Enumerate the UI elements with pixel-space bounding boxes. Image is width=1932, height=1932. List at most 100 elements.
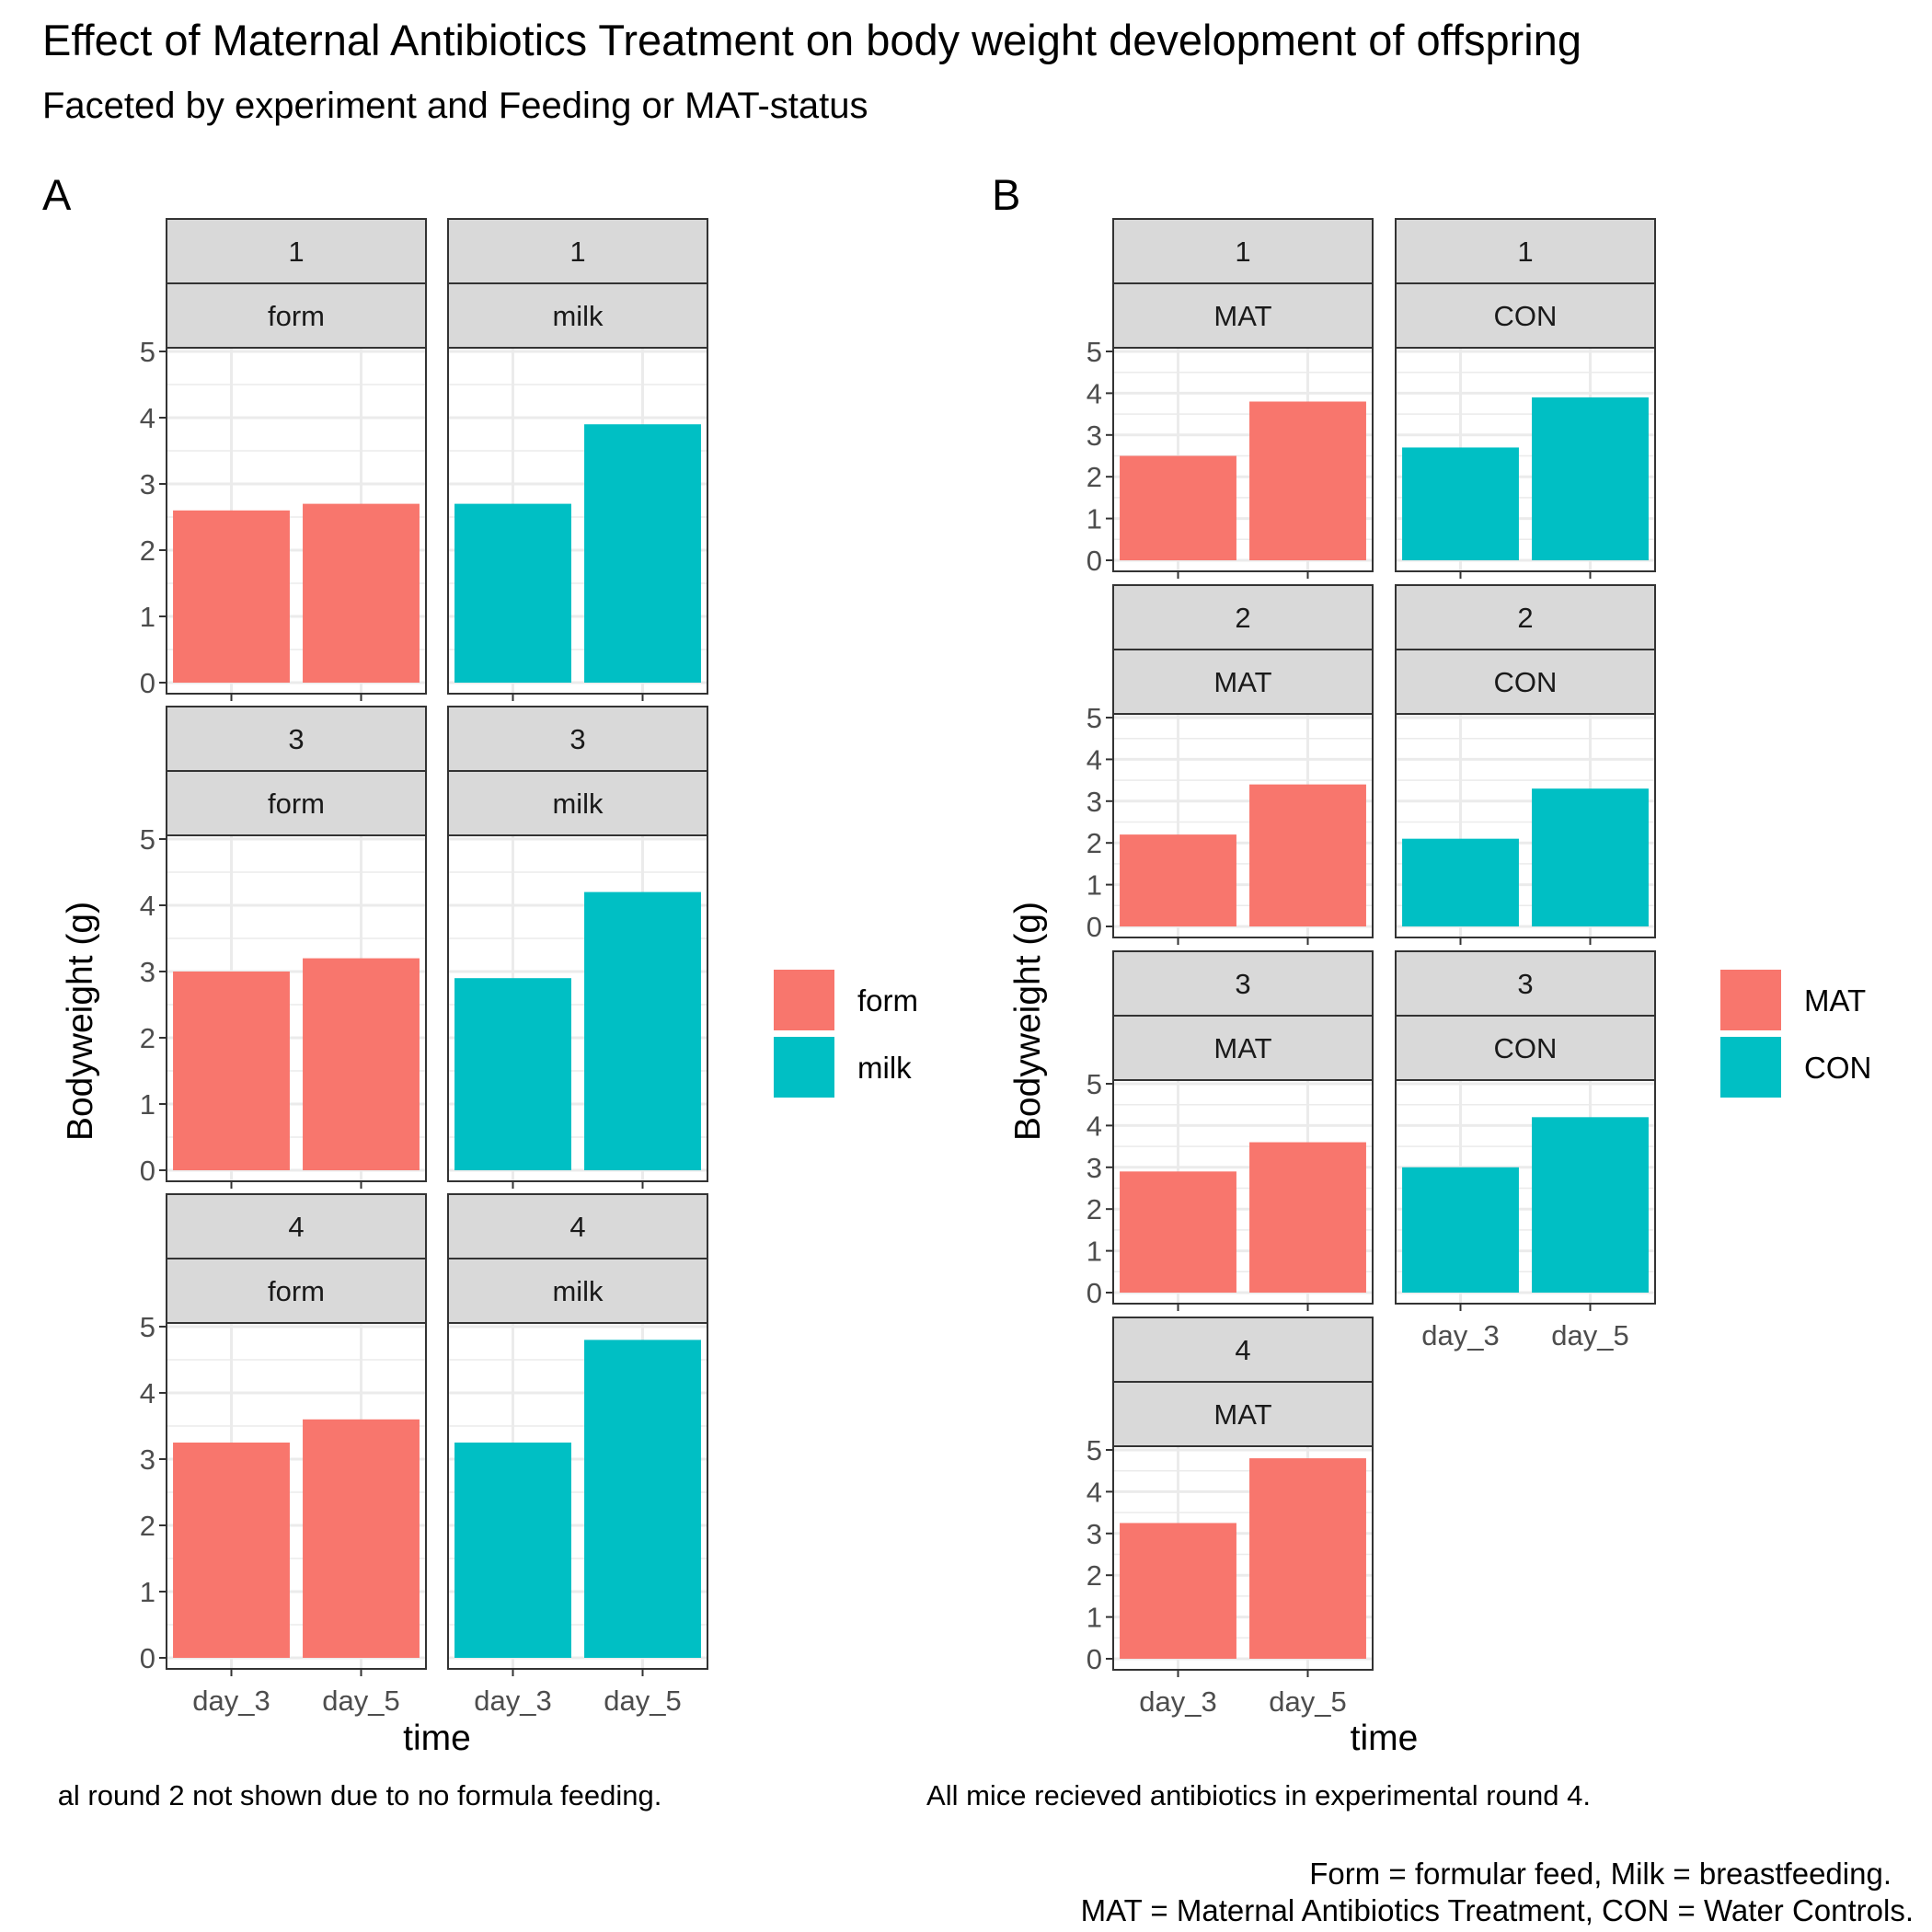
chart-a: A1form0123451milk3form0123453milk4form01… (42, 170, 918, 1811)
panel-border (1395, 1079, 1656, 1305)
facet-tag: B (992, 170, 1020, 219)
panel-border (166, 834, 427, 1182)
bar (173, 510, 290, 683)
facet-note: al round 2 not shown due to no formula f… (58, 1779, 662, 1811)
strip-label: 1 (1235, 236, 1250, 268)
bar (1402, 838, 1519, 926)
bar (1120, 1171, 1236, 1293)
y-tick-label: 3 (140, 468, 155, 500)
strip-label: 3 (1235, 968, 1250, 1000)
bar (1249, 401, 1366, 560)
bar (454, 503, 571, 683)
y-tick-label: 3 (140, 1443, 155, 1476)
bar (173, 972, 290, 1170)
y-tick-label: 1 (1087, 1602, 1102, 1634)
bar (584, 1340, 701, 1658)
x-axis-label: time (403, 1719, 471, 1758)
bar (1532, 397, 1649, 560)
bar (303, 503, 420, 683)
y-tick-label: 4 (140, 890, 155, 922)
strip-box (1395, 950, 1656, 1017)
x-tick-label: day_5 (1269, 1685, 1346, 1718)
strip-box (166, 218, 427, 284)
panel-border (1112, 1445, 1374, 1671)
y-tick-label: 5 (1087, 1434, 1102, 1466)
bar (1120, 455, 1236, 560)
bar (1249, 1458, 1366, 1659)
strip-box (447, 1258, 708, 1324)
bar (1532, 788, 1649, 926)
y-tick-label: 1 (1087, 1236, 1102, 1268)
strip-box (1112, 649, 1374, 715)
panel-border (1112, 1079, 1374, 1305)
strip-box (447, 706, 708, 772)
y-tick-label: 4 (1087, 1476, 1102, 1508)
y-tick-label: 3 (1087, 420, 1102, 452)
y-tick-label: 2 (1087, 1193, 1102, 1225)
y-tick-label: 2 (1087, 1559, 1102, 1592)
strip-box (1112, 1381, 1374, 1447)
x-tick-label: day_3 (1421, 1319, 1499, 1351)
y-tick-label: 0 (140, 1642, 155, 1674)
strip-label: CON (1494, 300, 1558, 332)
legend-key (774, 1037, 834, 1098)
y-tick-label: 2 (140, 1510, 155, 1542)
y-tick-label: 1 (140, 1088, 155, 1121)
caption-line-1: Form = formular feed, Milk = breastfeedi… (1309, 1857, 1892, 1891)
strip-box (447, 282, 708, 349)
strip-label: milk (552, 300, 604, 332)
y-tick-label: 0 (140, 667, 155, 699)
bar (1120, 834, 1236, 926)
panel: 1 form 0 1 2 3 4 5 (140, 218, 427, 701)
panel-border (166, 347, 427, 695)
strip-box (1395, 584, 1656, 650)
y-tick-label: 1 (1087, 503, 1102, 535)
panel: 1 MAT 0 1 2 3 4 5 (1087, 218, 1374, 579)
legend: form milk (774, 970, 918, 1098)
y-tick-label: 2 (140, 1022, 155, 1054)
x-tick-label: day_3 (192, 1685, 270, 1717)
panel: 4 form 0 1 2 3 4 5 day_3 day_5 (140, 1193, 427, 1717)
strip-label: 3 (569, 723, 585, 755)
panel-border (447, 347, 708, 695)
strip-box (1112, 1317, 1374, 1383)
strip-box (447, 218, 708, 284)
strip-label: CON (1494, 666, 1558, 698)
strip-label: 4 (288, 1211, 304, 1243)
strip-label: 2 (1517, 602, 1533, 634)
panel-border (447, 834, 708, 1182)
facet-note: All mice recieved antibiotics in experim… (926, 1779, 1591, 1811)
y-tick-label: 3 (1087, 786, 1102, 818)
bar (303, 958, 420, 1170)
y-tick-label: 0 (1087, 1643, 1102, 1675)
y-tick-label: 4 (140, 402, 155, 434)
y-tick-label: 1 (140, 601, 155, 633)
bar (1249, 1142, 1366, 1293)
y-tick-label: 2 (1087, 461, 1102, 493)
legend: MAT CON (1720, 970, 1871, 1098)
bar (1402, 1167, 1519, 1293)
x-axis-label: time (1351, 1719, 1419, 1758)
strip-box (1395, 218, 1656, 284)
strip-box (166, 282, 427, 349)
chart-subtitle: Faceted by experiment and Feeding or MAT… (42, 86, 868, 126)
bar (584, 424, 701, 683)
strip-box (1112, 1015, 1374, 1081)
strip-label: form (268, 1275, 325, 1307)
strip-label: 4 (1235, 1334, 1250, 1366)
panel: 2 CON (1395, 584, 1656, 945)
bar (454, 1443, 571, 1658)
strip-label: 2 (1235, 602, 1250, 634)
legend-key (774, 970, 834, 1030)
bar (1120, 1523, 1236, 1659)
x-tick-label: day_3 (474, 1685, 551, 1717)
panel: 4 MAT 0 1 2 3 4 5 day_3 day_5 (1087, 1317, 1374, 1718)
strip-box (1112, 282, 1374, 349)
legend-label: MAT (1804, 983, 1866, 1018)
x-tick-label: day_5 (322, 1685, 399, 1717)
strip-label: MAT (1213, 666, 1271, 698)
y-tick-label: 0 (1087, 911, 1102, 943)
y-axis-label: Bodyweight (g) (61, 902, 100, 1141)
strip-box (166, 706, 427, 772)
